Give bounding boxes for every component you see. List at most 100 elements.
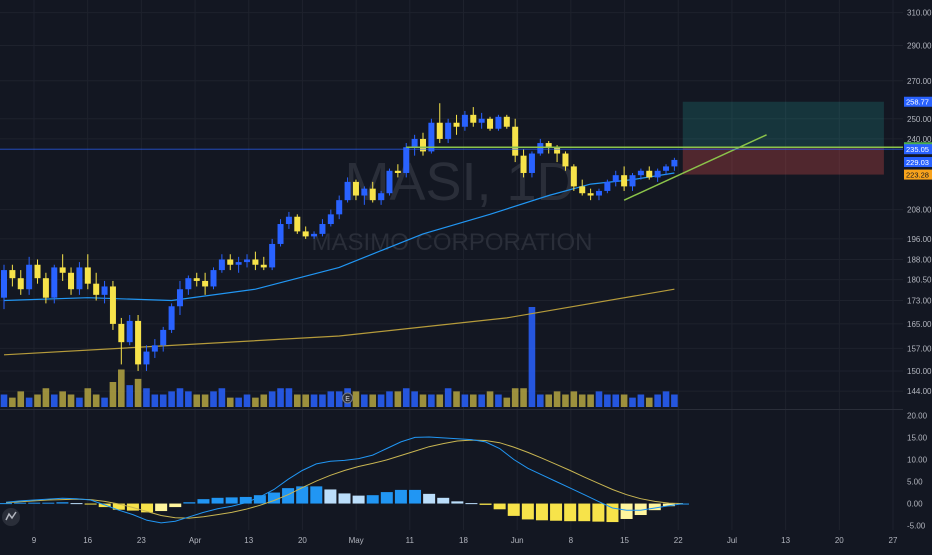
price-tick-label: 157.00 <box>907 344 932 353</box>
macd-histogram-bar <box>267 492 280 504</box>
watermark: MASI, 1D MASIMO CORPORATION <box>312 152 593 256</box>
candle-body <box>193 278 200 281</box>
candle-body <box>218 259 225 271</box>
candle-body <box>9 270 16 279</box>
candle-body <box>185 278 192 290</box>
candle-body <box>361 188 368 196</box>
candle-body <box>612 175 619 182</box>
volume-bar <box>34 394 41 407</box>
target-zone <box>682 101 884 148</box>
volume-bar <box>260 394 268 407</box>
volume-bar <box>595 391 603 407</box>
candle-body <box>319 224 326 234</box>
price-badge-label: 223.28 <box>906 171 929 180</box>
time-tick-label: Jul <box>727 536 737 545</box>
macd-pane <box>0 436 689 524</box>
macd-histogram-bar <box>578 503 591 522</box>
volume-bar <box>428 394 435 407</box>
macd-histogram-bar <box>155 503 168 512</box>
macd-histogram-bar <box>42 502 55 504</box>
candle-body <box>327 214 334 225</box>
candle-body <box>512 126 519 156</box>
macd-histogram-bar <box>70 503 83 505</box>
volume-bar <box>176 388 184 407</box>
candle-body <box>59 267 66 273</box>
volume-bar <box>645 397 653 407</box>
candle-body <box>495 116 502 129</box>
candle-body <box>244 259 251 263</box>
candle-body <box>311 233 318 237</box>
volume-bar <box>67 394 75 407</box>
candle-body <box>386 170 393 194</box>
volume-bar <box>520 388 527 407</box>
volume-bar <box>662 391 670 407</box>
volume-bar <box>84 388 92 407</box>
candle-body <box>621 175 628 187</box>
macd-histogram-bar <box>14 502 27 504</box>
earnings-marker[interactable]: E <box>342 392 354 404</box>
volume-bar <box>59 391 66 407</box>
time-tick-label: 11 <box>406 536 415 545</box>
trade-position-zone[interactable] <box>682 101 884 175</box>
time-axis[interactable]: 9 16 23 Apr 13 20 May 11 18 Jun 8 15 22 Jul 13 20 27 <box>32 536 898 545</box>
grid-lines <box>0 0 903 530</box>
volume-bar <box>25 397 33 407</box>
time-tick-label: 22 <box>674 536 683 545</box>
candle-body <box>260 264 267 268</box>
candle-body <box>269 243 276 268</box>
candles <box>1 103 678 371</box>
price-badge-label: 258.77 <box>906 98 929 107</box>
candle-body <box>294 216 301 232</box>
candle-body <box>637 170 644 176</box>
price-badge-label: 229.03 <box>906 158 929 167</box>
time-tick-label: Apr <box>189 536 202 545</box>
macd-histogram-bar <box>310 486 323 504</box>
price-axis[interactable]: 310.00 290.00 270.00 250.00 240.00 208.00 196.… <box>907 9 932 397</box>
macd-histogram-bar <box>169 503 182 508</box>
candle-body <box>336 200 343 215</box>
macd-histogram-bar <box>423 493 436 504</box>
macd-histogram-bar <box>451 501 464 504</box>
volume-bar <box>461 394 469 407</box>
candle-body <box>176 289 183 307</box>
time-tick-label: 13 <box>781 536 790 545</box>
macd-histogram-bar <box>437 497 450 504</box>
candle-body <box>202 280 209 287</box>
candle-body <box>126 320 133 343</box>
macd-histogram-bar <box>366 495 379 504</box>
volume-bar <box>495 394 502 407</box>
candle-body <box>562 153 569 167</box>
macd-histogram-bar <box>253 495 266 504</box>
volume-bar <box>604 394 611 407</box>
macd-histogram-bar <box>352 495 365 504</box>
candle-body <box>604 181 611 191</box>
macd-tick-label: 5.00 <box>907 478 923 487</box>
volume-bar <box>578 394 586 407</box>
earnings-circle <box>342 392 354 404</box>
macd-histogram-bar <box>564 503 577 522</box>
macd-histogram-bar <box>648 503 661 511</box>
volume-bar <box>302 394 309 407</box>
time-tick-label: 8 <box>569 536 574 545</box>
volume-bar <box>411 391 418 407</box>
volume-bar <box>42 388 50 407</box>
drawings[interactable] <box>0 134 903 201</box>
candle-body <box>26 264 33 290</box>
price-tick-label: 144.00 <box>907 387 932 396</box>
volume-bar <box>92 394 100 407</box>
macd-axis[interactable]: 20.00 15.00 10.00 5.00 0.00 -5.00 <box>907 411 928 530</box>
volume-bar <box>453 391 460 407</box>
tradingview-logo-icon[interactable] <box>2 508 20 526</box>
macd-histogram-bar <box>324 489 337 504</box>
volume-bar <box>310 394 318 407</box>
time-tick-label: 20 <box>298 536 307 545</box>
macd-histogram-bar <box>535 503 548 521</box>
candle-body <box>135 320 142 365</box>
price-tick-label: 196.00 <box>907 235 932 244</box>
volume-bar <box>637 394 645 407</box>
earnings-label: E <box>345 396 350 403</box>
candle-body <box>654 170 661 178</box>
